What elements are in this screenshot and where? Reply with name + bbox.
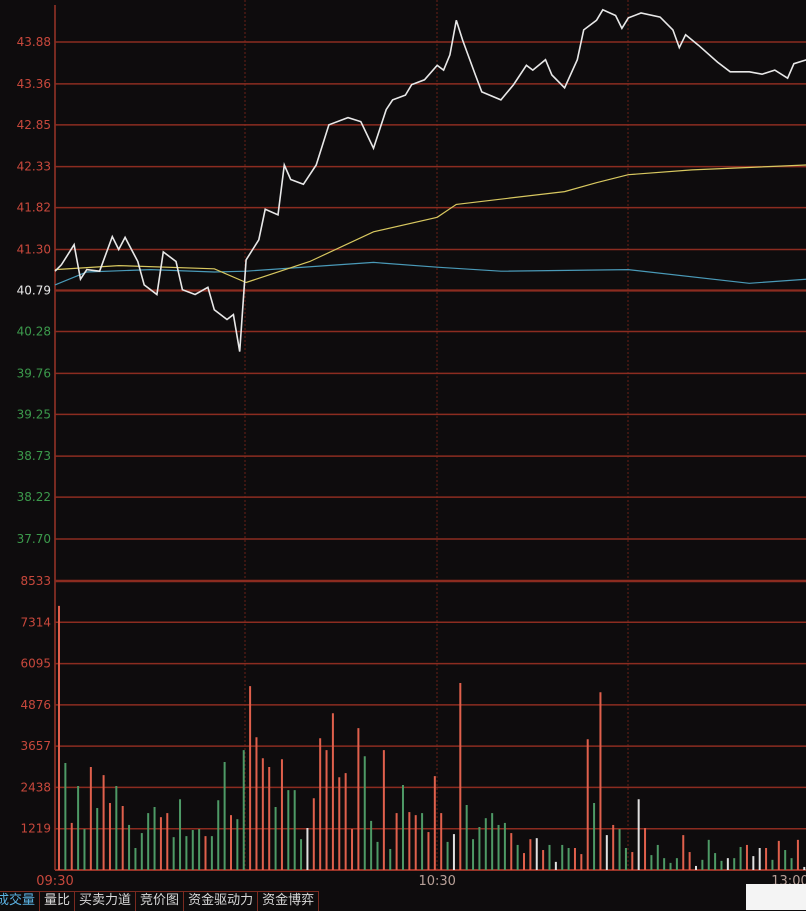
tab-fund-drive[interactable]: 资金驱动力 bbox=[184, 892, 259, 911]
volume-tick-label: 4876 bbox=[20, 698, 51, 712]
price-tick-label: 43.36 bbox=[17, 77, 51, 91]
secondary-line bbox=[54, 261, 806, 286]
volume-tick-label: 2438 bbox=[20, 780, 51, 794]
price-tick-label: 38.73 bbox=[17, 449, 51, 463]
volume-tick-label: 3657 bbox=[20, 739, 51, 753]
price-tick-label: 39.25 bbox=[17, 407, 51, 421]
price-tick-label: 43.88 bbox=[17, 35, 51, 49]
blank-panel bbox=[746, 884, 806, 910]
tab-buy-sell-power[interactable]: 买卖力道 bbox=[75, 892, 137, 911]
tab-fund-game[interactable]: 资金博弈 bbox=[258, 892, 320, 911]
tab-volume-ratio[interactable]: 量比 bbox=[40, 892, 76, 911]
price-tick-label: 42.33 bbox=[17, 160, 51, 174]
indicator-tabs: 成交量 量比 买卖力道 竞价图 资金驱动力 资金博弈 bbox=[0, 891, 320, 911]
tab-volume[interactable]: 成交量 bbox=[0, 892, 41, 911]
price-tick-label: 40.79 bbox=[17, 284, 51, 298]
average-price-line bbox=[54, 164, 806, 284]
price-tick-label: 38.22 bbox=[17, 490, 51, 504]
time-tick-label: 10:30 bbox=[418, 874, 455, 889]
tab-auction-chart[interactable]: 竞价图 bbox=[136, 892, 185, 911]
volume-tick-label: 6095 bbox=[20, 657, 51, 671]
volume-tick-label: 1219 bbox=[20, 822, 51, 836]
price-tick-label: 42.85 bbox=[17, 118, 51, 132]
volume-tick-label: 7314 bbox=[20, 615, 51, 629]
price-tick-label: 40.28 bbox=[17, 325, 51, 339]
price-tick-label: 37.70 bbox=[17, 532, 51, 546]
time-tick-label: 09:30 bbox=[36, 874, 73, 889]
price-tick-label: 41.30 bbox=[17, 242, 51, 256]
price-tick-label: 41.82 bbox=[17, 201, 51, 215]
intraday-chart: 43.88 43.36 42.85 42.33 41.82 41.30 40.79 40.28… bbox=[17, 0, 806, 889]
volume-tick-label: 8533 bbox=[20, 574, 51, 588]
price-tick-label: 39.76 bbox=[17, 366, 51, 380]
price-line bbox=[54, 8, 806, 352]
